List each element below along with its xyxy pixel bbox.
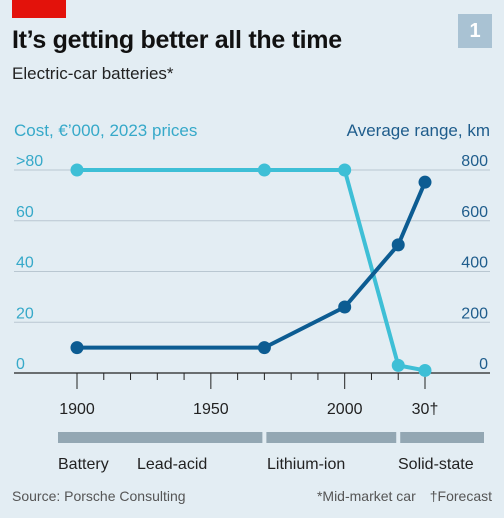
battery-label: Battery bbox=[58, 456, 109, 473]
chart-number-badge: 1 bbox=[458, 14, 492, 48]
battery-type-label: Lead-acid bbox=[137, 456, 207, 473]
range-point bbox=[338, 300, 352, 314]
cost-point bbox=[70, 163, 84, 177]
right-tick-label: 200 bbox=[461, 305, 488, 322]
range-point bbox=[257, 341, 271, 355]
range-point bbox=[418, 175, 432, 189]
left-tick-label: >80 bbox=[16, 153, 43, 170]
x-tick-label: 2000 bbox=[327, 401, 363, 418]
battery-type-bar bbox=[400, 432, 484, 443]
x-tick-label: 30† bbox=[412, 401, 439, 418]
left-axis-title: Cost, €’000, 2023 prices bbox=[14, 121, 197, 140]
right-axis-title: Average range, km bbox=[347, 121, 490, 140]
right-tick-label: 0 bbox=[479, 356, 488, 373]
cost-point bbox=[338, 163, 352, 177]
footnote-forecast: †Forecast bbox=[429, 488, 492, 504]
battery-type-label: Lithium-ion bbox=[267, 456, 345, 473]
range-point bbox=[70, 341, 84, 355]
left-tick-label: 40 bbox=[16, 255, 34, 272]
footnotes: *Mid-market car †Forecast bbox=[317, 488, 492, 504]
chart-title: It’s getting better all the time bbox=[12, 26, 342, 54]
source-note: Source: Porsche Consulting bbox=[12, 488, 186, 504]
right-tick-label: 600 bbox=[461, 204, 488, 221]
battery-type-bar bbox=[266, 432, 397, 443]
left-tick-label: 0 bbox=[16, 356, 25, 373]
right-tick-label: 400 bbox=[461, 255, 488, 272]
range-series-line bbox=[75, 180, 427, 350]
left-tick-label: 60 bbox=[16, 204, 34, 221]
battery-type-label: Solid-state bbox=[398, 456, 474, 473]
cost-series-line bbox=[75, 168, 427, 373]
battery-type-bar bbox=[58, 432, 263, 443]
cost-point bbox=[418, 363, 432, 377]
chart-subtitle: Electric-car batteries* bbox=[12, 64, 174, 83]
dual-axis-line-chart: Cost, €’000, 2023 prices Average range, k… bbox=[14, 121, 490, 473]
footnote-market: *Mid-market car bbox=[316, 488, 416, 504]
x-tick-label: 1950 bbox=[193, 401, 229, 418]
cost-point bbox=[257, 163, 271, 177]
right-tick-label: 800 bbox=[461, 153, 488, 170]
cost-point bbox=[391, 358, 405, 372]
range-point bbox=[391, 238, 405, 252]
left-tick-label: 20 bbox=[16, 305, 34, 322]
x-tick-label: 1900 bbox=[59, 401, 95, 418]
brand-tab bbox=[12, 0, 66, 18]
